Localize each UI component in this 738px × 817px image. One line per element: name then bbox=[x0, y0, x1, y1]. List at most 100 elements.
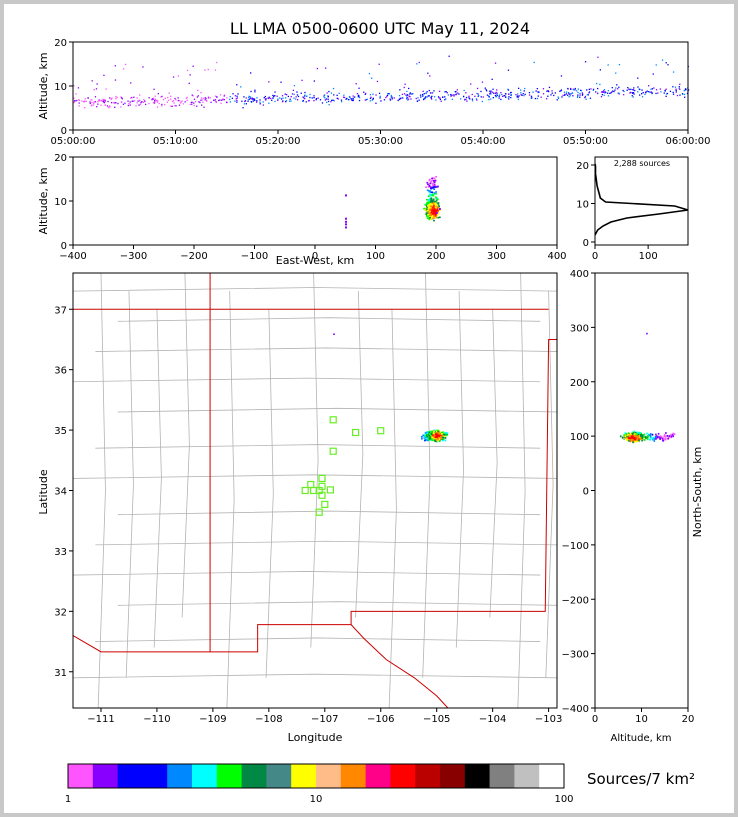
ew-point bbox=[436, 198, 439, 201]
ns-point bbox=[634, 431, 637, 434]
time-point bbox=[76, 99, 78, 102]
time-point bbox=[276, 95, 278, 97]
ew-point bbox=[426, 181, 429, 184]
time-point bbox=[447, 94, 449, 96]
time-point bbox=[364, 93, 366, 95]
time-point bbox=[358, 95, 360, 97]
ew-point bbox=[345, 226, 347, 229]
ew-point bbox=[428, 184, 431, 187]
time-point bbox=[330, 101, 332, 103]
map-point bbox=[432, 432, 435, 435]
time-point bbox=[546, 90, 548, 92]
ew-point bbox=[430, 187, 432, 190]
time-point bbox=[471, 98, 474, 100]
map-point bbox=[435, 440, 438, 443]
ew-point bbox=[430, 200, 432, 202]
time-point bbox=[667, 64, 669, 66]
ew-x-label: 0 bbox=[312, 251, 318, 262]
time-point bbox=[586, 94, 588, 96]
time-point bbox=[607, 92, 609, 94]
ns-point bbox=[659, 437, 661, 439]
time-point bbox=[567, 94, 569, 96]
time-point bbox=[268, 81, 270, 83]
ns-point bbox=[639, 432, 641, 434]
time-point bbox=[410, 98, 412, 100]
time-point bbox=[536, 88, 538, 90]
ns-point bbox=[656, 436, 659, 439]
time-point bbox=[406, 90, 408, 93]
ns-point bbox=[648, 434, 651, 437]
time-point bbox=[424, 97, 426, 99]
time-point bbox=[120, 96, 122, 98]
ew-point bbox=[431, 203, 433, 206]
time-point bbox=[331, 99, 333, 101]
time-point bbox=[186, 99, 188, 101]
time-point bbox=[250, 97, 252, 99]
time-point bbox=[302, 100, 304, 102]
time-point bbox=[289, 98, 291, 100]
time-point bbox=[580, 90, 583, 92]
ew-point bbox=[435, 193, 437, 195]
time-point bbox=[431, 95, 433, 97]
colorbar-tick-label: 10 bbox=[310, 794, 323, 805]
time-point bbox=[425, 96, 427, 98]
time-point bbox=[637, 77, 639, 79]
time-point bbox=[460, 98, 462, 100]
ew-point bbox=[426, 189, 429, 192]
ew-point bbox=[428, 178, 431, 181]
time-point bbox=[592, 88, 595, 90]
ew-point bbox=[429, 202, 432, 205]
time-point bbox=[355, 83, 357, 85]
ns-point bbox=[666, 435, 668, 437]
time-point bbox=[603, 94, 605, 96]
time-point bbox=[240, 86, 242, 88]
time-point bbox=[600, 96, 603, 98]
time-point bbox=[486, 90, 488, 92]
time-point bbox=[207, 96, 210, 98]
ew-point bbox=[429, 182, 432, 185]
ns-point bbox=[628, 439, 631, 442]
time-point bbox=[468, 95, 470, 97]
time-point bbox=[607, 64, 609, 66]
time-point bbox=[337, 98, 339, 100]
time-point bbox=[490, 90, 492, 92]
time-point bbox=[615, 72, 617, 74]
time-point bbox=[110, 98, 112, 101]
time-point bbox=[268, 96, 270, 98]
time-point bbox=[114, 106, 116, 108]
time-point bbox=[189, 103, 191, 106]
ew-point bbox=[429, 217, 431, 219]
time-point bbox=[216, 96, 218, 98]
time-point bbox=[133, 100, 136, 102]
time-point bbox=[489, 92, 492, 94]
time-point bbox=[236, 95, 238, 97]
time-point bbox=[325, 98, 328, 100]
time-point bbox=[295, 96, 297, 98]
map-point bbox=[429, 433, 431, 435]
time-point bbox=[154, 98, 157, 100]
time-point bbox=[121, 101, 123, 103]
time-point bbox=[156, 106, 159, 108]
map-point bbox=[442, 431, 444, 434]
time-point bbox=[675, 91, 677, 93]
time-point bbox=[444, 91, 446, 93]
time-point bbox=[358, 99, 361, 102]
time-point bbox=[297, 95, 300, 98]
ew-x-label: 300 bbox=[487, 251, 506, 262]
time-point bbox=[407, 94, 409, 96]
ew-point bbox=[428, 199, 431, 202]
time-point bbox=[214, 99, 217, 101]
time-point bbox=[188, 82, 190, 84]
time-point bbox=[254, 99, 256, 102]
time-point bbox=[131, 96, 133, 99]
time-point bbox=[100, 99, 102, 102]
ew-point bbox=[431, 191, 434, 194]
time-point bbox=[369, 94, 372, 96]
time-point bbox=[665, 95, 667, 97]
time-point bbox=[471, 93, 473, 96]
time-point bbox=[572, 89, 575, 91]
ns-x-label: 20 bbox=[682, 714, 695, 725]
ns-point bbox=[640, 434, 643, 437]
time-point bbox=[496, 94, 498, 96]
time-point bbox=[264, 95, 266, 98]
